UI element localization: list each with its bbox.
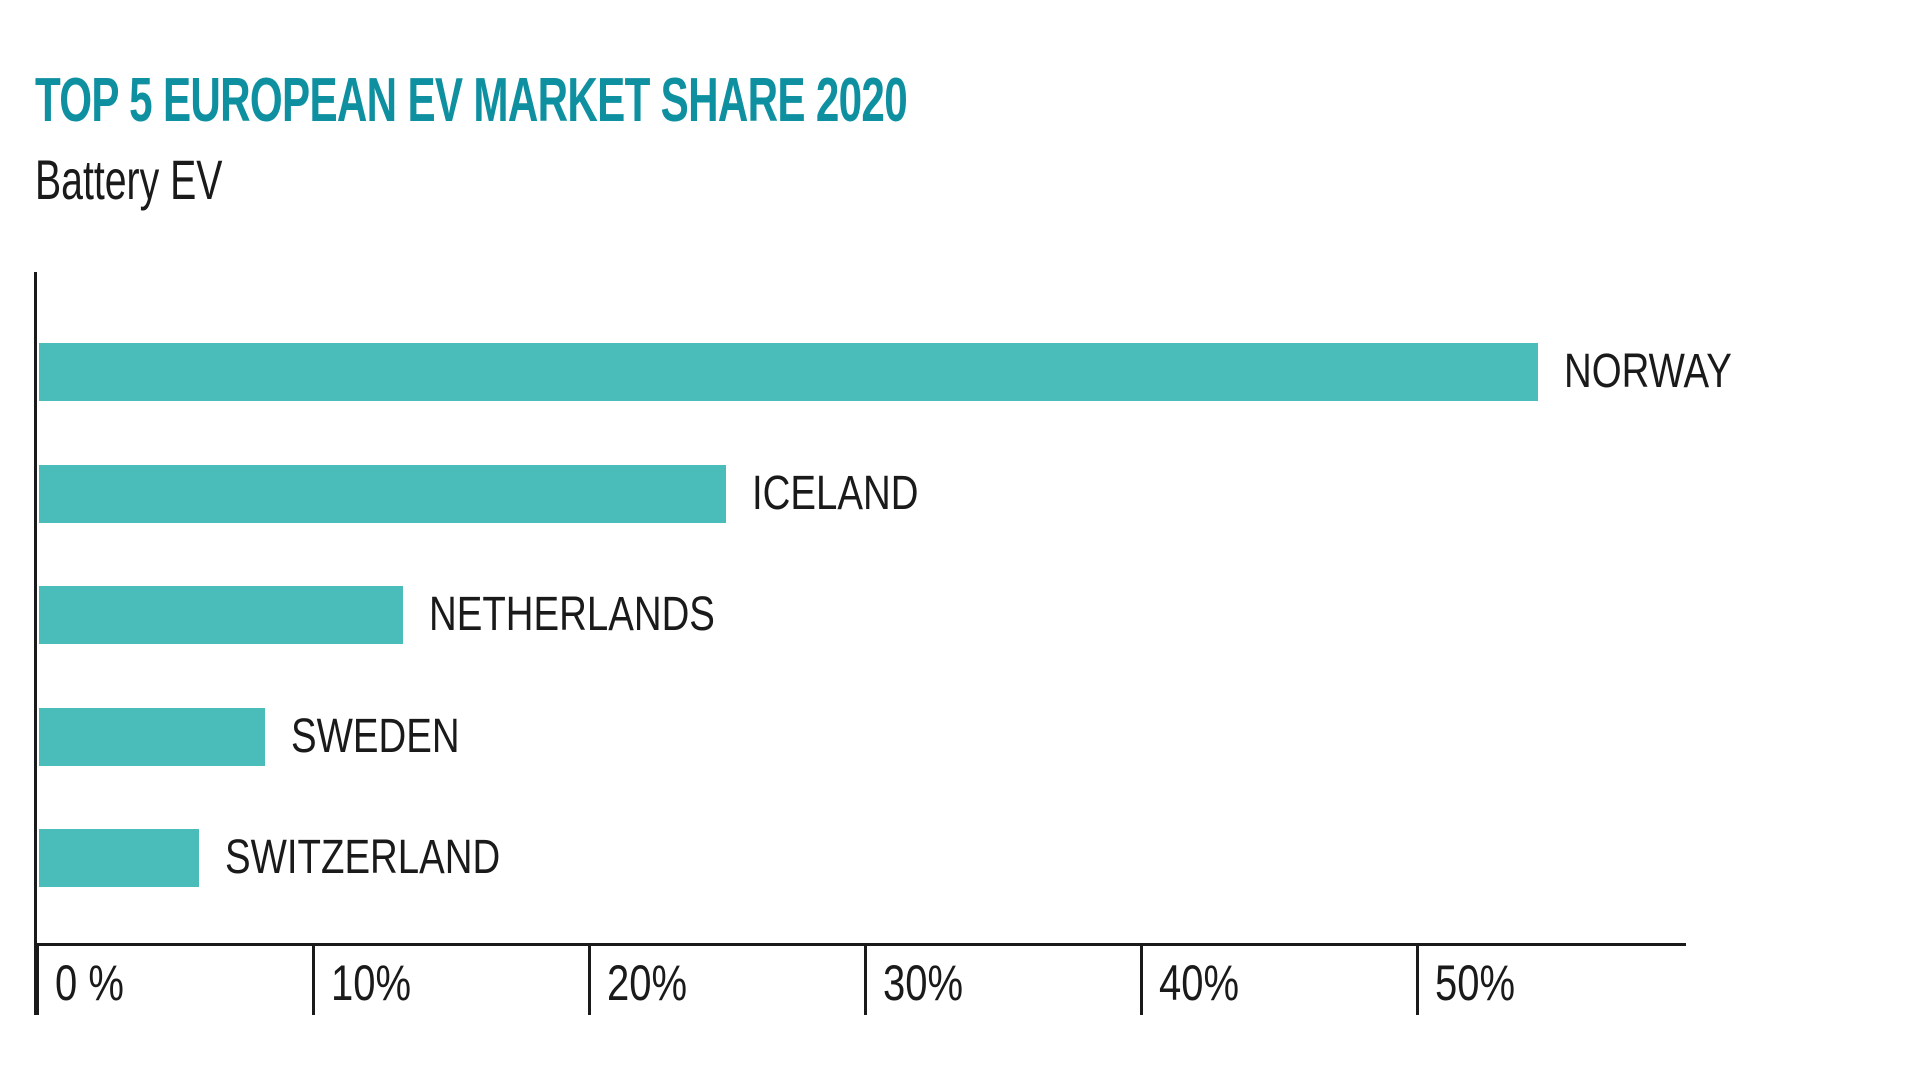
x-tick-50 xyxy=(1415,943,1419,1015)
x-tick-label-50: 50% xyxy=(1435,955,1516,1011)
y-axis-line xyxy=(34,272,37,1015)
bar-sweden xyxy=(39,707,266,766)
x-tick-label-10: 10% xyxy=(331,955,412,1011)
x-axis-line xyxy=(34,943,1686,946)
x-tick-40 xyxy=(1139,943,1143,1015)
bar-label-switzerland: SWITZERLAND xyxy=(225,831,501,884)
x-tick-20 xyxy=(587,943,591,1015)
x-tick-label-40: 40% xyxy=(1159,955,1240,1011)
x-tick-10 xyxy=(311,943,315,1015)
x-tick-0 xyxy=(35,943,39,1015)
bar-label-sweden: SWEDEN xyxy=(291,709,460,763)
bar-norway xyxy=(39,343,1538,401)
bar-label-norway: NORWAY xyxy=(1563,345,1732,398)
bar-label-netherlands: NETHERLANDS xyxy=(429,588,716,641)
chart-subtitle: Battery EV xyxy=(35,152,303,208)
chart-title-text: TOP 5 EUROPEAN EV MARKET SHARE 2020 xyxy=(35,66,908,135)
bar-netherlands xyxy=(39,586,404,644)
chart-title: TOP 5 EUROPEAN EV MARKET SHARE 2020 xyxy=(35,70,1317,132)
x-tick-30 xyxy=(863,943,867,1015)
bar-label-iceland: ICELAND xyxy=(752,466,919,520)
x-tick-label-30: 30% xyxy=(883,955,964,1011)
x-tick-label-0: 0 % xyxy=(55,955,124,1011)
bar-switzerland xyxy=(39,829,200,887)
x-tick-label-20: 20% xyxy=(607,955,688,1011)
bar-iceland xyxy=(39,464,727,523)
chart-subtitle-text: Battery EV xyxy=(35,148,223,211)
